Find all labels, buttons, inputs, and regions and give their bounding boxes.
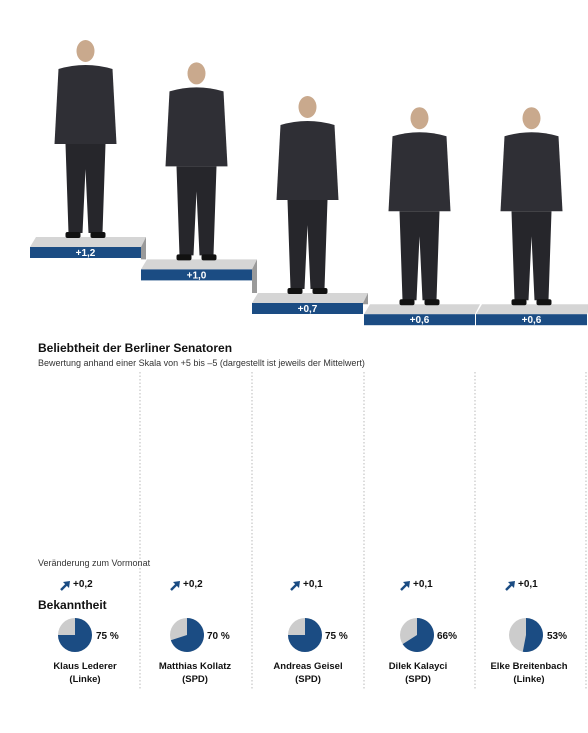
step-riser [141,237,146,260]
figure-legs [511,211,552,301]
change-label: +0,2 [183,579,203,590]
figure-legs [176,166,217,256]
senator-name: Andreas Geisel (SPD) [273,661,343,685]
figure-shoe [176,254,192,261]
up-arrow-icon [505,581,515,591]
bekanntheit-label: 75 % [96,631,119,642]
senator-figure [276,96,339,294]
senator-figure [388,107,451,306]
up-arrow-icon [170,581,180,591]
pie-slice [402,618,435,652]
senator-figure [500,107,563,306]
bekanntheit-label: 70 % [207,631,230,642]
value-bar [476,314,587,326]
senator-figure [165,62,228,261]
figure-legs [399,211,440,301]
step-riser [363,293,368,305]
bekanntheit-label: 75 % [325,631,348,642]
figure-shoe [312,288,328,294]
figure-torso [388,132,451,212]
figure-legs [65,144,106,233]
value-bar [364,314,475,326]
figure-legs [287,200,328,289]
figure-torso [165,87,228,167]
chart-subtitle: Bewertung anhand einer Skala von +5 bis … [38,358,365,368]
up-arrow-icon [60,581,70,591]
figure-shoe [511,299,527,306]
senator-figure [54,40,117,238]
step-top [141,259,257,270]
pie-slice [522,618,543,652]
figure-head [76,40,95,62]
figure-shoe [201,254,217,261]
up-arrow-icon [400,581,410,591]
pie-slice [58,618,92,652]
figure-head [410,107,429,130]
figure-shoe [536,299,552,306]
change-label: +0,2 [73,579,93,590]
step-top [30,237,146,247]
value-label: +1,2 [76,248,96,259]
figure-shoe [287,288,303,294]
figure-shoe [65,232,81,238]
senator-name: Matthias Kollatz (SPD) [158,661,232,685]
change-title: Veränderung zum Vormonat [38,558,151,568]
change-label: +0,1 [303,579,323,590]
value-label: +1,0 [187,270,207,281]
senator-name: Klaus Lederer (Linke) [53,661,117,685]
value-label: +0,7 [298,304,318,315]
pie-slice [288,618,322,652]
step-top [252,293,368,303]
bekanntheit-label: 66% [437,631,458,642]
figure-torso [54,65,117,144]
figure-shoe [90,232,106,238]
bekanntheit-label: 53% [547,631,568,642]
figure-head [298,96,317,118]
value-bar [252,303,363,314]
figure-head [522,107,541,130]
value-label: +0,6 [410,315,430,326]
step-top [476,304,588,315]
senator-name: Elke Breitenbach (Linke) [490,661,568,685]
known-title: Bekanntheit [38,598,107,612]
figure-torso [276,121,339,200]
arrow-head [173,581,180,588]
change-label: +0,1 [518,579,538,590]
figure-head [187,62,206,85]
value-bar [30,247,141,258]
figure-shoe [399,299,415,306]
figure-torso [500,132,563,212]
chart-title: Beliebtheit der Berliner Senatoren [38,341,233,355]
arrow-head [403,581,410,588]
arrow-head [63,581,70,588]
step-riser [252,259,257,293]
figure-shoe [424,299,440,306]
arrow-head [508,581,515,588]
up-arrow-icon [290,581,300,591]
senator-name: Dilek Kalayci (SPD) [388,661,448,685]
arrow-head [293,581,300,588]
pie-slice [170,618,204,652]
value-label: +0,6 [522,315,542,326]
change-label: +0,1 [413,579,433,590]
value-bar [141,269,252,281]
step-top [364,304,480,315]
